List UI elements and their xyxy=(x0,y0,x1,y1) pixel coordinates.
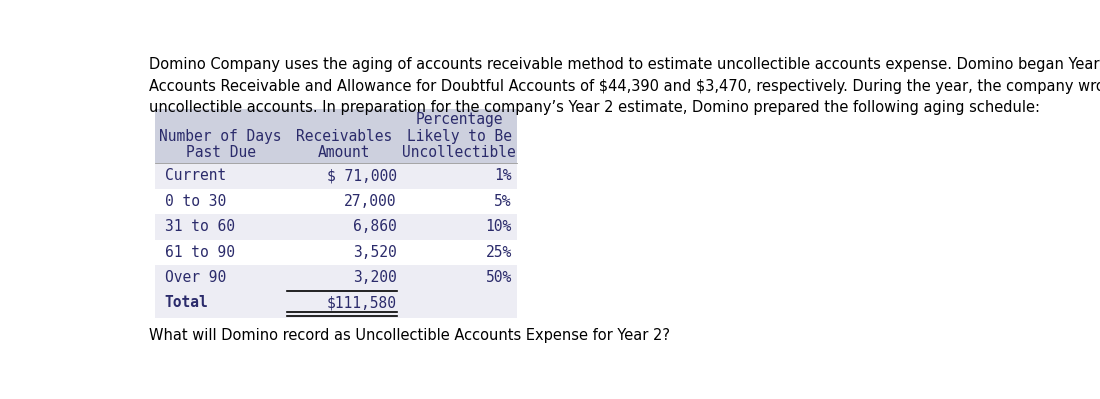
Text: Uncollectible: Uncollectible xyxy=(403,145,516,160)
Text: 10%: 10% xyxy=(485,219,512,234)
FancyBboxPatch shape xyxy=(154,163,517,189)
FancyBboxPatch shape xyxy=(154,290,517,318)
FancyBboxPatch shape xyxy=(154,109,517,163)
Text: Over 90: Over 90 xyxy=(165,271,226,285)
Text: 27,000: 27,000 xyxy=(344,194,397,209)
Text: Current: Current xyxy=(165,168,226,184)
Text: Total: Total xyxy=(165,295,209,310)
Text: 50%: 50% xyxy=(485,271,512,285)
Text: Receivables: Receivables xyxy=(296,129,393,144)
Text: 6,860: 6,860 xyxy=(353,219,397,234)
FancyBboxPatch shape xyxy=(154,214,517,239)
Text: 0 to 30: 0 to 30 xyxy=(165,194,226,209)
Text: $ 71,000: $ 71,000 xyxy=(327,168,397,184)
Text: Domino Company uses the aging of accounts receivable method to estimate uncollec: Domino Company uses the aging of account… xyxy=(148,57,1100,115)
FancyBboxPatch shape xyxy=(154,189,517,214)
Text: 3,200: 3,200 xyxy=(353,271,397,285)
Text: 61 to 90: 61 to 90 xyxy=(165,245,234,260)
Text: Number of Days: Number of Days xyxy=(160,129,282,144)
Text: 1%: 1% xyxy=(494,168,512,184)
Text: What will Domino record as Uncollectible Accounts Expense for Year 2?: What will Domino record as Uncollectible… xyxy=(148,328,670,343)
Text: 5%: 5% xyxy=(494,194,512,209)
Text: 3,520: 3,520 xyxy=(353,245,397,260)
Text: Past Due: Past Due xyxy=(186,145,255,160)
Text: Percentage: Percentage xyxy=(416,111,503,126)
Text: 25%: 25% xyxy=(485,245,512,260)
Text: Likely to Be: Likely to Be xyxy=(407,129,512,144)
FancyBboxPatch shape xyxy=(154,265,517,290)
Text: 31 to 60: 31 to 60 xyxy=(165,219,234,234)
FancyBboxPatch shape xyxy=(154,239,517,265)
Text: $111,580: $111,580 xyxy=(327,295,397,310)
Text: Amount: Amount xyxy=(318,145,371,160)
